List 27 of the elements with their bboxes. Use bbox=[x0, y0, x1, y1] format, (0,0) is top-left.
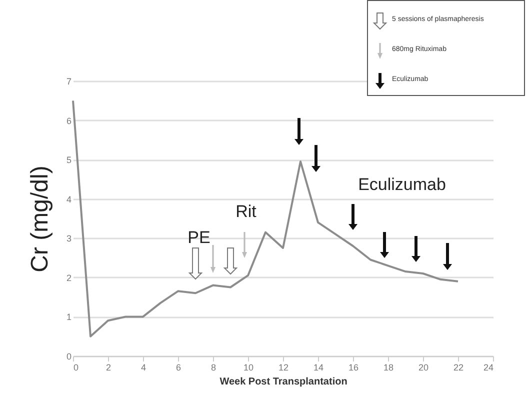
x-tick-label: 24 bbox=[483, 362, 494, 372]
x-tick-label: 22 bbox=[453, 362, 464, 372]
x-axis-title: Week Post Transplantation bbox=[220, 376, 348, 388]
x-tick-label: 20 bbox=[418, 362, 429, 372]
y-tick-label: 0 bbox=[66, 352, 72, 362]
x-tick-label: 10 bbox=[243, 362, 254, 372]
y-axis-title: Cr (mg/dl) bbox=[26, 166, 54, 272]
x-tick-label: 8 bbox=[210, 362, 216, 372]
x-tick-label: 2 bbox=[106, 362, 112, 372]
annotation: Rit bbox=[236, 202, 256, 222]
x-tick-label: 4 bbox=[140, 362, 146, 372]
x-tick-label: 14 bbox=[313, 362, 324, 372]
x-tick-label: 12 bbox=[278, 362, 289, 372]
x-tick-label: 18 bbox=[383, 362, 394, 372]
y-tick-label: 5 bbox=[66, 155, 72, 166]
y-tick-label: 4 bbox=[66, 194, 72, 204]
y-tick-label: 3 bbox=[66, 234, 72, 244]
line-series bbox=[72, 100, 459, 338]
annotation: Eculizumab bbox=[358, 175, 446, 195]
y-tick-label: 7 bbox=[66, 76, 72, 86]
y-tick-label: 1 bbox=[66, 312, 72, 322]
x-tick-label: 0 bbox=[74, 362, 79, 372]
x-tick-label: 16 bbox=[348, 362, 359, 372]
y-tick-label: 2 bbox=[66, 272, 72, 283]
annotation: PE bbox=[188, 228, 210, 248]
y-tick-label: 6 bbox=[66, 116, 72, 126]
x-tick-label: 6 bbox=[176, 362, 182, 372]
